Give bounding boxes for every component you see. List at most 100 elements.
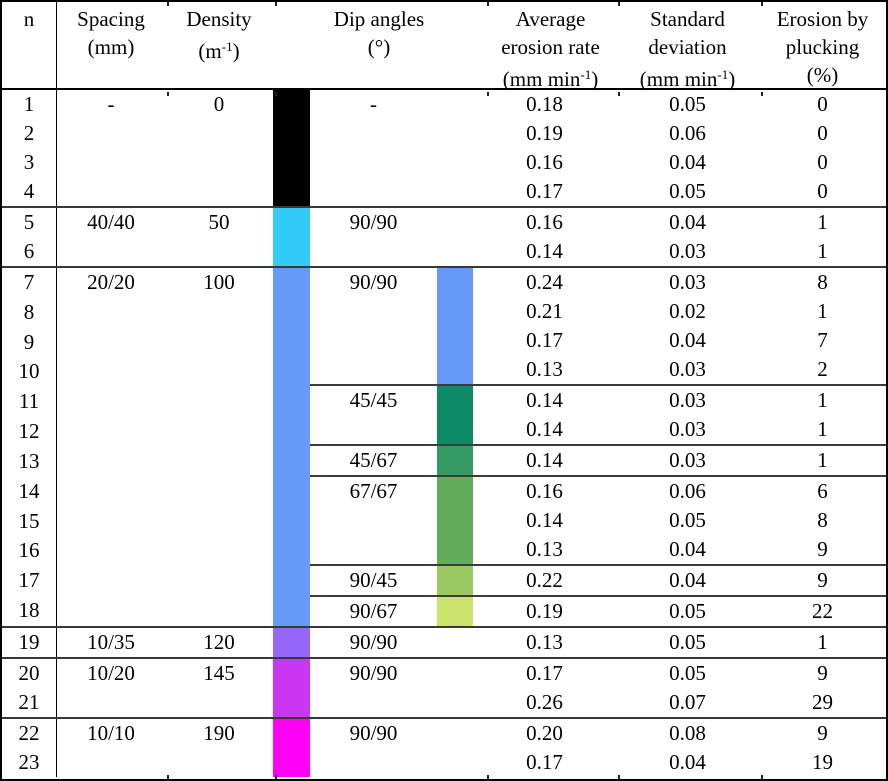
dip-angle-column: 90/90 — [310, 268, 437, 384]
std-deviation-cell: 0.03 — [669, 270, 706, 294]
plucking-cell: 7 — [817, 328, 828, 352]
plucking-cell: 1 — [817, 299, 828, 323]
density-cell: 120 — [203, 630, 235, 654]
dip-angle-cell: 90/90 — [349, 721, 398, 745]
density-column: 120 — [165, 628, 273, 657]
dip-subgroup-area: 90/90 0.17 0.26 0.05 0.07 9 29 — [310, 659, 886, 717]
row-number-cell: 8 — [23, 299, 35, 324]
row-group: 19 10/35 120 90/90 0.13 0.05 1 — [2, 628, 886, 657]
plucking-cell: 1 — [817, 210, 828, 234]
avg-erosion-cell: 0.20 — [526, 721, 563, 745]
plucking-column: 1 — [759, 446, 886, 475]
density-column: 100 — [165, 268, 273, 626]
std-deviation-cell: 0.06 — [669, 121, 706, 145]
group-separator — [2, 206, 886, 208]
plucking-cell: 9 — [817, 537, 828, 561]
spacing-cell: 10/35 — [87, 630, 135, 654]
avg-erosion-cell: 0.14 — [526, 508, 563, 532]
avg-erosion-column: 0.14 0.14 — [473, 386, 616, 444]
row-number-cell: 19 — [18, 630, 40, 654]
std-deviation-cell: 0.03 — [669, 417, 706, 441]
plucking-cell: 8 — [817, 270, 828, 294]
rule-tick — [167, 775, 169, 779]
plucking-cell: 1 — [817, 417, 828, 441]
joint-density-color-bar — [273, 719, 310, 777]
plucking-column: 9 19 — [759, 719, 886, 777]
header-n-label: n — [23, 7, 35, 31]
avg-erosion-cell: 0.14 — [526, 448, 563, 472]
avg-erosion-cell: 0.14 — [526, 417, 563, 441]
dip-subgroup: 90/90 0.17 0.26 0.05 0.07 9 29 — [310, 659, 886, 717]
plucking-cell: 9 — [817, 568, 828, 592]
joint-density-color-bar — [273, 628, 310, 657]
avg-erosion-cell: 0.13 — [526, 357, 563, 381]
plucking-cell: 6 — [817, 479, 828, 503]
std-deviation-cell: 0.05 — [669, 599, 706, 623]
std-deviation-column: 0.03 — [616, 446, 759, 475]
rule-tick — [487, 2, 489, 6]
table-body: 1 2 3 4-0-0.18 0.19 0.16 0.17 0.05 0.06 0.04 0.05 0… — [2, 90, 886, 777]
plucking-column: 9 — [759, 566, 886, 595]
std-deviation-column: 0.04 — [616, 566, 759, 595]
row-number-cell: 20 — [18, 661, 40, 685]
row-number-cell: 11 — [18, 389, 40, 414]
avg-erosion-column: 0.16 0.14 — [473, 208, 616, 266]
dip-angle-cell: 45/67 — [349, 448, 398, 472]
n-column: 20 21 — [2, 659, 57, 717]
spacing-cell: 20/20 — [87, 270, 135, 294]
avg-erosion-column: 0.24 0.21 0.17 0.13 — [473, 268, 616, 384]
dip-angle-cell: 90/67 — [349, 599, 398, 623]
table-header: n Spacing (mm) Density (m-1) Dip angles … — [2, 2, 886, 91]
plucking-cell: 1 — [817, 630, 828, 654]
rule-tick — [275, 92, 277, 96]
density-column: 50 — [165, 208, 273, 266]
subgroup-separator — [310, 384, 886, 386]
dip-angle-cell: 45/45 — [349, 388, 398, 412]
avg-erosion-cell: 0.17 — [526, 661, 563, 685]
dip-subgroup-area: 90/90 0.13 0.05 1 — [310, 628, 886, 657]
plucking-cell: 29 — [812, 690, 833, 714]
row-group: 22 23 10/10 190 90/90 0.20 0.17 0.08 0.04 9 19 — [2, 719, 886, 777]
rule-tick — [487, 775, 489, 779]
rule-tick — [167, 2, 169, 6]
plucking-cell: 0 — [817, 92, 828, 116]
avg-erosion-cell: 0.14 — [526, 388, 563, 412]
dip-angle-cell: - — [370, 92, 377, 116]
std-deviation-cell: 0.08 — [669, 721, 706, 745]
dip-angle-column: 90/90 — [310, 208, 437, 266]
spacing-column: 10/20 — [57, 659, 165, 717]
dip-subgroup-area: 90/90 0.24 0.21 0.17 0.13 0.03 0.02 0.04 0.03 8 1 7… — [310, 268, 886, 626]
dip-subgroup: 90/90 0.20 0.17 0.08 0.04 9 19 — [310, 719, 886, 777]
dip-subgroup-area: - 0.18 0.19 0.16 0.17 0.05 0.06 0.04 0.05 0 0 0 0 — [310, 90, 886, 206]
std-deviation-cell: 0.03 — [669, 239, 706, 263]
std-deviation-cell: 0.02 — [669, 299, 706, 323]
spacing-column: 10/35 — [57, 628, 165, 657]
dip-angle-cell: 90/90 — [349, 630, 398, 654]
plucking-cell: 9 — [817, 661, 828, 685]
std-deviation-cell: 0.05 — [669, 508, 706, 532]
density-cell: 0 — [213, 92, 225, 116]
density-column: 190 — [165, 719, 273, 777]
rule-tick — [761, 775, 763, 779]
n-column: 22 23 — [2, 719, 57, 777]
n-column: 19 — [2, 628, 57, 657]
dip-angle-column: 90/45 — [310, 566, 437, 595]
avg-erosion-cell: 0.16 — [526, 479, 563, 503]
plucking-cell: 0 — [817, 179, 828, 203]
std-deviation-column: 0.05 — [616, 597, 759, 626]
dip-subgroup: 67/67 0.16 0.14 0.13 0.06 0.05 0.04 6 8 9 — [310, 477, 886, 564]
dip-subgroup: 90/45 0.22 0.04 9 — [310, 566, 886, 595]
row-group: 1 2 3 4-0-0.18 0.19 0.16 0.17 0.05 0.06 0.04 0.05 0… — [2, 90, 886, 206]
std-deviation-cell: 0.04 — [669, 568, 706, 592]
dip-color-bar — [437, 597, 473, 626]
avg-erosion-cell: 0.24 — [526, 270, 563, 294]
dip-angle-cell: 90/90 — [349, 661, 398, 685]
density-cell: 100 — [203, 270, 235, 294]
joint-density-color-bar — [273, 268, 310, 626]
density-cell: 145 — [203, 661, 235, 685]
density-column: 145 — [165, 659, 273, 717]
spacing-column: 10/10 — [57, 719, 165, 777]
dip-color-bar — [437, 719, 473, 777]
